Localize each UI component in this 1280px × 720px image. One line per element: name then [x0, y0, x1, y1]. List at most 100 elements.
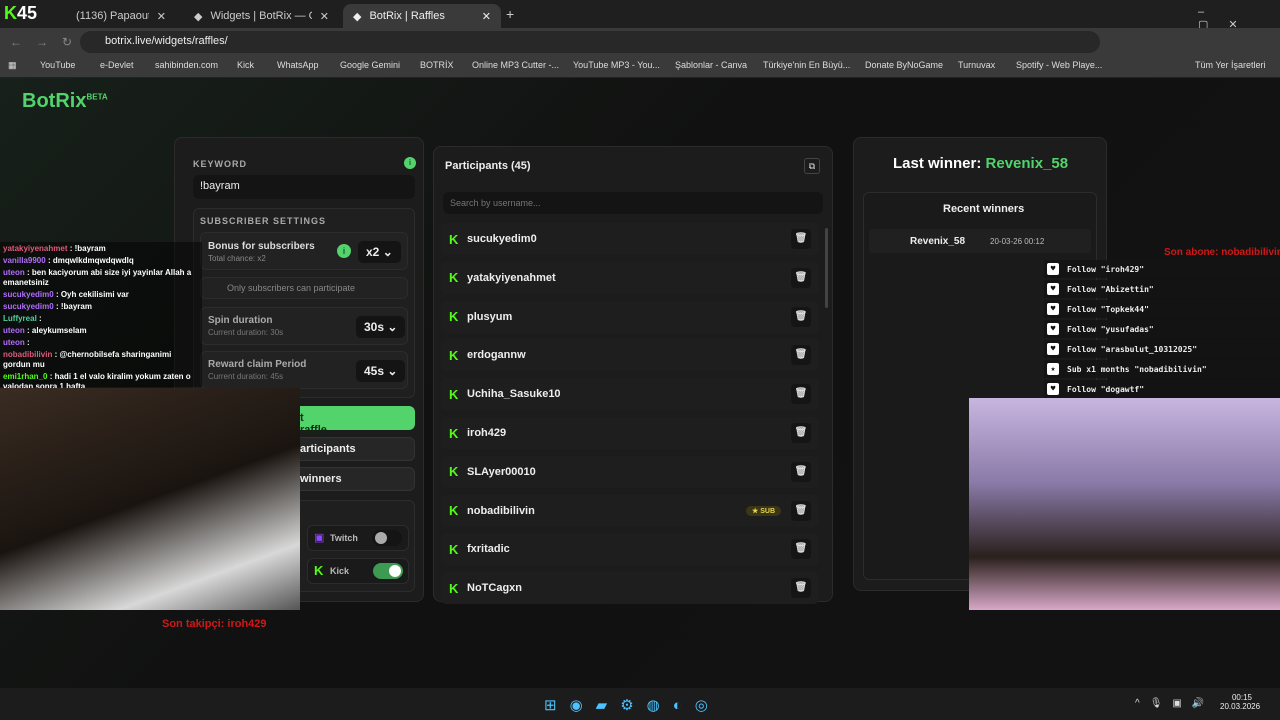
bookmark[interactable]: Şablonlar - Canva: [675, 60, 748, 70]
close-icon[interactable]: ✕: [481, 10, 491, 23]
new-tab-button[interactable]: +: [506, 6, 515, 22]
heart-icon: ♥: [1047, 323, 1059, 335]
copy-icon[interactable]: ⧉: [804, 158, 820, 174]
kick-toggle[interactable]: [373, 563, 403, 579]
spin-sub: Current duration: 30s: [208, 328, 284, 337]
spin-select[interactable]: 30s ⌄: [356, 316, 406, 338]
clock[interactable]: 00:15 20.03.2026: [1220, 693, 1261, 711]
all-bookmarks[interactable]: Tüm Yer İşaretleri: [1195, 60, 1266, 70]
bookmark[interactable]: sahibinden.com: [155, 60, 219, 70]
streamer-webcam: [0, 388, 300, 610]
kick-icon: K: [449, 425, 459, 441]
keyword-input[interactable]: !bayram: [193, 175, 415, 199]
participant-name: NoTCagxn: [467, 582, 522, 595]
platform-name: Twitch: [330, 533, 358, 543]
event-item: ♥ Follow "Abizettin": [1044, 280, 1280, 298]
chat-text: :: [39, 314, 42, 323]
chat-message: emi1rhan_0 : hadi 1 el valo kiralim yoku…: [3, 372, 199, 392]
only-subs-checkbox[interactable]: Only subscribers can participate: [200, 277, 408, 299]
participant-name: fxritadic: [467, 543, 510, 556]
chat-user: uteon: [3, 338, 25, 347]
trash-icon[interactable]: 🗑: [791, 539, 811, 560]
button-label: winners: [300, 473, 342, 485]
kick-icon: K: [449, 386, 459, 402]
participant-name: sucukyedim0: [467, 233, 537, 245]
bookmark[interactable]: Turnuvax: [958, 60, 996, 70]
chat-text: : @chernobilsefa sharinganimi gordun mu: [3, 350, 172, 369]
bookmark[interactable]: Kick: [237, 60, 255, 70]
tab-youtube[interactable]: (1136) Papaoutai (Afro Soul ✕: [66, 4, 176, 28]
trash-icon[interactable]: 🗑: [791, 461, 811, 482]
bookmark[interactable]: WhatsApp: [277, 60, 319, 70]
search-input[interactable]: [443, 192, 823, 214]
heart-icon: ♥: [1047, 343, 1059, 355]
bookmark[interactable]: e-Devlet: [100, 60, 134, 70]
info-icon[interactable]: i: [337, 244, 351, 258]
chat-text: : ben kaciyorum abi size iyi yayinlar Al…: [3, 268, 192, 287]
nav-buttons[interactable]: ←→↻: [10, 35, 87, 49]
bonus-select[interactable]: x2 ⌄: [358, 241, 401, 263]
sub-badge: ★ SUB: [745, 505, 781, 516]
kick-icon: K: [449, 270, 459, 286]
trash-icon[interactable]: 🗑: [791, 267, 811, 288]
chat-user: Luffyreal: [3, 314, 37, 323]
bookmark[interactable]: YouTube: [40, 60, 76, 70]
bookmark[interactable]: Donate ByNoGame: [865, 60, 944, 70]
bookmark[interactable]: BOTRİX: [420, 60, 454, 70]
info-icon[interactable]: i: [404, 157, 416, 169]
date: 20.03.2026: [1220, 702, 1261, 711]
kick-icon: K: [449, 464, 459, 480]
trash-icon[interactable]: 🗑: [791, 306, 811, 327]
keyword-label: KEYWORD: [193, 159, 247, 169]
chat-overlay: [0, 242, 202, 387]
tab-widgets[interactable]: ◆ Widgets | BotRix — Cloud Strea ✕: [184, 4, 339, 28]
bookmark[interactable]: Spotify - Web Playe...: [1016, 60, 1103, 70]
chat-message: nobadibilivin : @chernobilsefa sharingan…: [3, 350, 199, 370]
trash-icon[interactable]: 🗑: [791, 500, 811, 521]
twitch-toggle[interactable]: [372, 530, 402, 546]
bookmark[interactable]: Türkiye'nin En Büyü...: [763, 60, 851, 70]
platform-name: Kick: [330, 566, 350, 576]
badge-label: SUB: [760, 507, 775, 515]
kick-icon: K: [449, 309, 459, 325]
scrollbar[interactable]: [825, 228, 828, 308]
twitch-icon: ▣: [314, 532, 325, 544]
bookmark[interactable]: Google Gemini: [340, 60, 401, 70]
apps-icon[interactable]: ▦: [8, 60, 17, 70]
bookmark[interactable]: YouTube MP3 - You...: [573, 60, 660, 70]
close-icon[interactable]: ✕: [156, 10, 166, 23]
chat-user: sucukyedim0: [3, 290, 54, 299]
reward-label: Reward claim Period: [208, 359, 307, 370]
chat-text: : Oyh cekilisimi var: [55, 290, 129, 299]
kick-icon: K: [449, 503, 459, 519]
address-bar[interactable]: botrix.live/widgets/raffles/: [80, 31, 1100, 53]
heart-icon: ♥: [1047, 383, 1059, 395]
platform-twitch: [307, 525, 409, 551]
chat-message: vanilla9900 : dmqwlkdmqwdqwdlq: [3, 256, 199, 266]
chat-user: uteon: [3, 326, 25, 335]
trash-icon[interactable]: 🗑: [791, 578, 811, 599]
chat-message: sucukyedim0 : !bayram: [3, 302, 199, 312]
chat-user: yatakyiyenahmet: [3, 244, 68, 253]
trash-icon[interactable]: 🗑: [791, 345, 811, 366]
tray-icons[interactable]: ^🎙▣🔊: [1135, 698, 1215, 709]
bookmark[interactable]: Online MP3 Cutter -...: [472, 60, 560, 70]
participant-name: SLAyer00010: [467, 465, 536, 478]
time: 00:15: [1231, 693, 1252, 702]
taskbar-apps[interactable]: ⊞◉▰⚙◍◐◎: [544, 697, 721, 714]
close-icon[interactable]: ✕: [319, 10, 329, 23]
trash-icon[interactable]: 🗑: [791, 384, 811, 405]
tab-raffles[interactable]: ◆ BotRix | Raffles ✕: [343, 4, 501, 28]
trash-icon[interactable]: 🗑: [791, 229, 811, 249]
event-text: Follow "iroh429": [1067, 264, 1145, 274]
reward-select[interactable]: 45s ⌄: [356, 360, 406, 382]
participants-title: Participants (45): [445, 160, 531, 172]
kick-icon: K: [449, 580, 459, 596]
chat-message: uteon :: [3, 338, 199, 348]
logo[interactable]: BotRixBETA: [22, 90, 108, 113]
trash-icon[interactable]: 🗑: [791, 423, 811, 443]
